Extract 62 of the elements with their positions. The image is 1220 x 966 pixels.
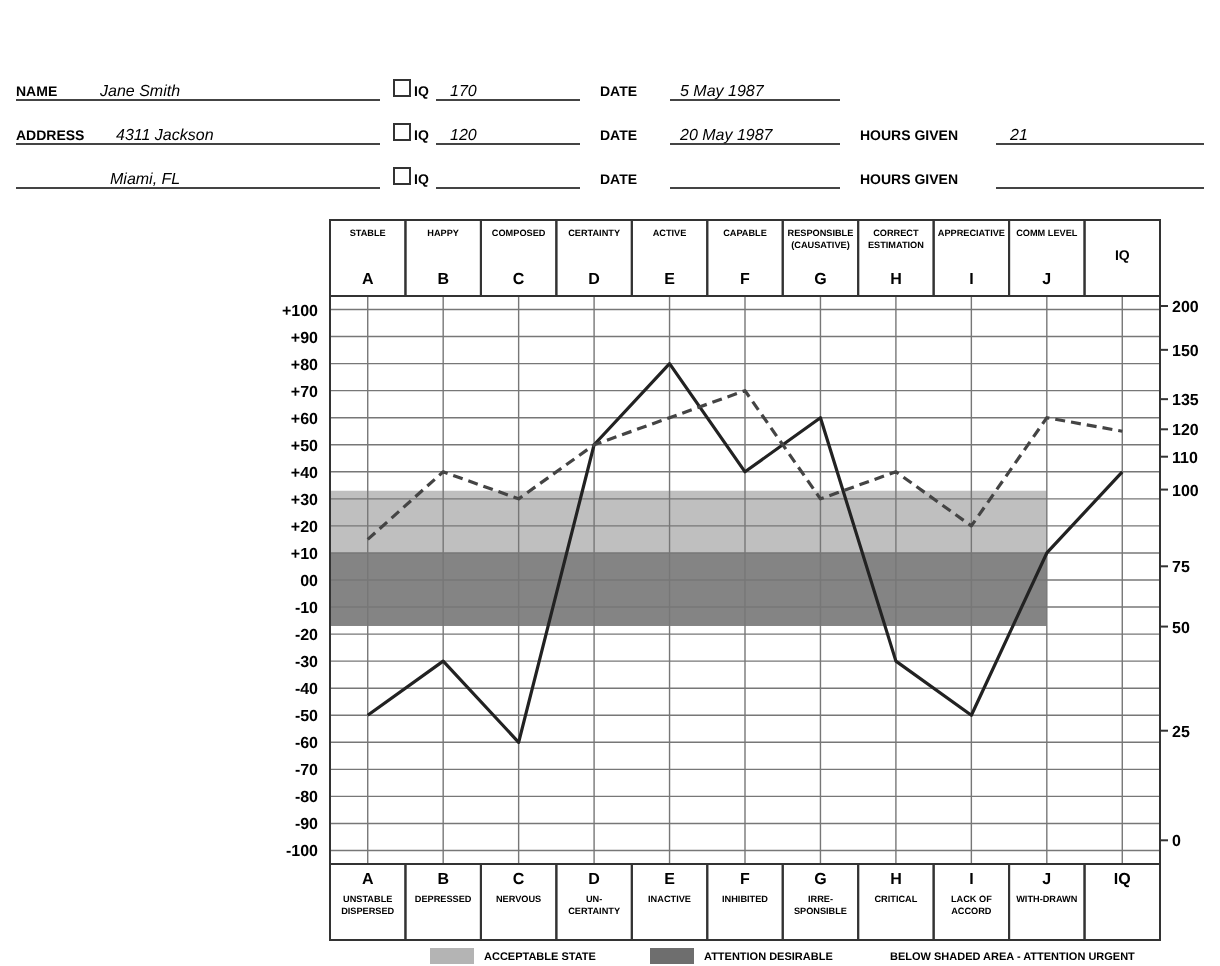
x-tick-label: I [969, 870, 974, 888]
x-tick-label: D [588, 870, 601, 888]
y-tick-label: +70 [290, 382, 320, 401]
x-tick-label: B [437, 870, 450, 888]
y-tick-label: -50 [294, 707, 320, 726]
text: 20 May 1987 [678, 126, 774, 144]
y-tick-label: -90 [294, 815, 320, 834]
text: 110 [1172, 448, 1199, 467]
text: 50 [1172, 618, 1191, 637]
text: 120 [450, 126, 478, 144]
y-tick-label: +40 [290, 463, 320, 482]
x-tick-label: F [740, 870, 751, 888]
x-tick-label: IQ [1113, 870, 1131, 888]
x-tick-label: G [814, 870, 827, 888]
y-tick-label: -60 [294, 734, 320, 753]
y-tick-label: +60 [290, 409, 320, 428]
y-tick-label: +20 [290, 517, 320, 536]
y-tick-label: -10 [294, 599, 320, 618]
y-tick-label: +80 [290, 355, 320, 374]
text: 5 May 1987 [680, 82, 765, 100]
x-tick-label: A [361, 870, 374, 888]
category-label: J [1042, 270, 1052, 288]
category-label: C [512, 270, 525, 288]
y-tick-label: -80 [294, 788, 320, 807]
category-label: F [740, 270, 750, 288]
text: 21 [1008, 126, 1028, 144]
text: 200 [1172, 298, 1200, 316]
text: 150 [1172, 341, 1200, 360]
y-tick-label: +10 [290, 544, 320, 563]
y-tick-label: 00 [300, 572, 320, 590]
line-series [366, 362, 1124, 744]
text: Miami, FL [110, 170, 181, 188]
category-label: I [969, 270, 974, 288]
x-tick-label: C [512, 870, 525, 888]
y-tick-label: -70 [294, 761, 320, 780]
category-label: A [361, 270, 374, 288]
y-tick-label: +90 [290, 328, 320, 347]
y-tick-label: +50 [290, 436, 320, 455]
category-label: E [664, 270, 675, 288]
text: 4311 Jackson [116, 126, 215, 144]
text: 75 [1172, 558, 1191, 577]
category-label: G [814, 270, 827, 288]
x-tick-label: H [890, 870, 903, 888]
text: 0 [1172, 832, 1182, 851]
text: 25 [1172, 722, 1191, 741]
category-label: H [890, 270, 902, 288]
category-label: D [588, 270, 600, 288]
y-tick-label: -20 [294, 626, 320, 645]
y-tick-label: -30 [294, 653, 320, 672]
y-tick-label: +100 [281, 301, 320, 320]
y-tick-label: -100 [285, 842, 320, 861]
text: 170 [450, 82, 478, 100]
text: 120 [1172, 421, 1200, 440]
text: 100 [1172, 481, 1200, 500]
category-label: B [437, 270, 449, 288]
line-series [366, 389, 1124, 542]
y-tick-label: +30 [290, 490, 320, 509]
y-tick-label: -40 [294, 680, 320, 699]
x-tick-label: J [1042, 870, 1052, 888]
text: Jane Smith [98, 82, 182, 100]
x-tick-label: E [664, 870, 677, 888]
text: 135 [1172, 391, 1200, 410]
